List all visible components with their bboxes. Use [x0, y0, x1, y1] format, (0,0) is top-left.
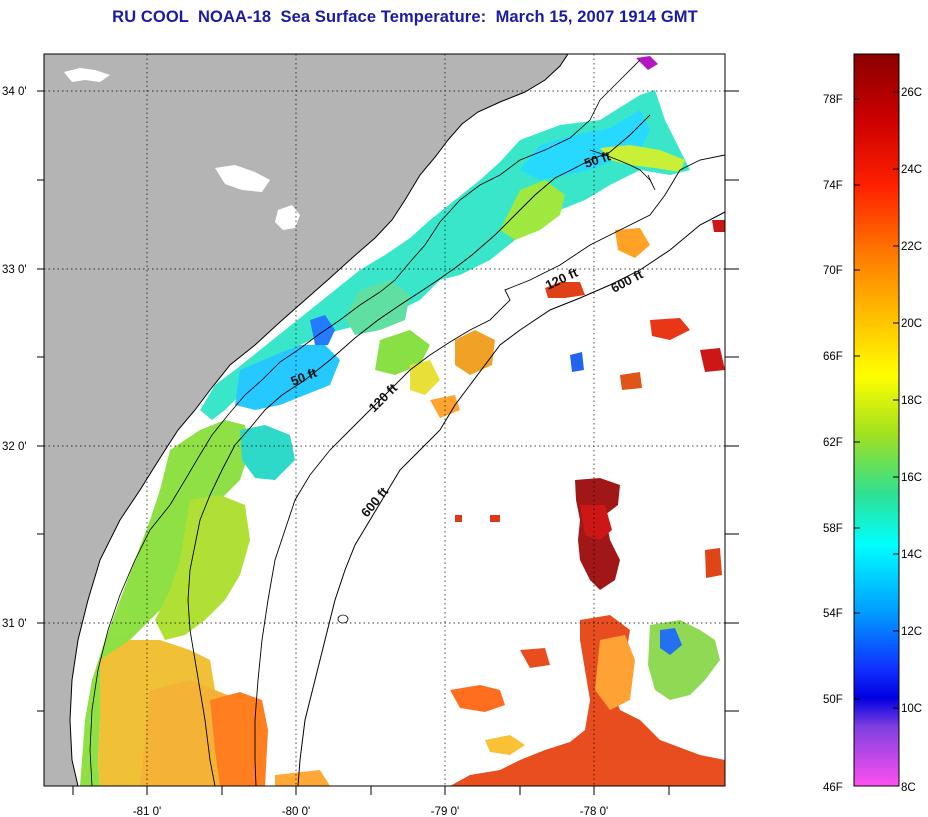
- colorbar-ticks: [854, 91, 899, 709]
- colorbar-label-celsius: 16C: [901, 472, 922, 484]
- colorbar-label-celsius: 8C: [901, 782, 916, 794]
- colorbar-label-fahrenheit: 46F: [823, 782, 843, 794]
- lat-label: 31 0': [2, 618, 27, 630]
- colorbar-label-celsius: 26C: [901, 87, 922, 99]
- colorbar: [853, 53, 900, 787]
- colorbar-label-fahrenheit: 74F: [823, 180, 843, 192]
- colorbar-label-celsius: 12C: [901, 626, 922, 638]
- colorbar-label-fahrenheit: 66F: [823, 351, 843, 363]
- colorbar-label-fahrenheit: 58F: [823, 523, 843, 535]
- graticule: [44, 54, 725, 786]
- lon-label: -81 0': [133, 806, 161, 817]
- barrier-island-coast: [89, 59, 641, 786]
- lat-label: 32 0': [2, 441, 27, 453]
- coastline: [69, 54, 569, 786]
- colorbar-label-fahrenheit: 78F: [823, 94, 843, 106]
- cape-fear-coast: [589, 149, 656, 191]
- map-title: RU COOL NOAA-18 Sea Surface Temperature:…: [112, 8, 698, 26]
- isobath-120ft: [254, 154, 725, 786]
- colorbar-label-fahrenheit: 50F: [823, 694, 843, 706]
- lon-label: -80 0': [282, 806, 310, 817]
- colorbar-label-fahrenheit: 54F: [823, 608, 843, 620]
- colorbar-label-celsius: 24C: [901, 164, 922, 176]
- colorbar-label-fahrenheit: 62F: [823, 437, 843, 449]
- lat-label: 34 0': [2, 86, 27, 98]
- lon-label: -79 0': [431, 806, 459, 817]
- seamount-contour: [337, 614, 349, 624]
- colorbar-label-fahrenheit: 70F: [823, 265, 843, 277]
- map-frame: [43, 53, 726, 787]
- isobath-600ft: [297, 211, 725, 786]
- colorbar-label-celsius: 10C: [901, 703, 922, 715]
- axis-ticks: [37, 90, 739, 795]
- colorbar-label-celsius: 14C: [901, 549, 922, 561]
- colorbar-label-celsius: 22C: [901, 241, 922, 253]
- land-nodata-patch: [215, 165, 270, 192]
- lat-label: 33 0': [2, 264, 27, 276]
- land-nodata-patch: [275, 205, 300, 230]
- lon-label: -78 0': [580, 806, 608, 817]
- land-nodata-patch: [64, 68, 110, 82]
- colorbar-label-celsius: 20C: [901, 318, 922, 330]
- sst-data-layer: [80, 56, 725, 786]
- isobath-50ft: [187, 114, 651, 786]
- colorbar-label-celsius: 18C: [901, 395, 922, 407]
- land-mass: [44, 54, 568, 786]
